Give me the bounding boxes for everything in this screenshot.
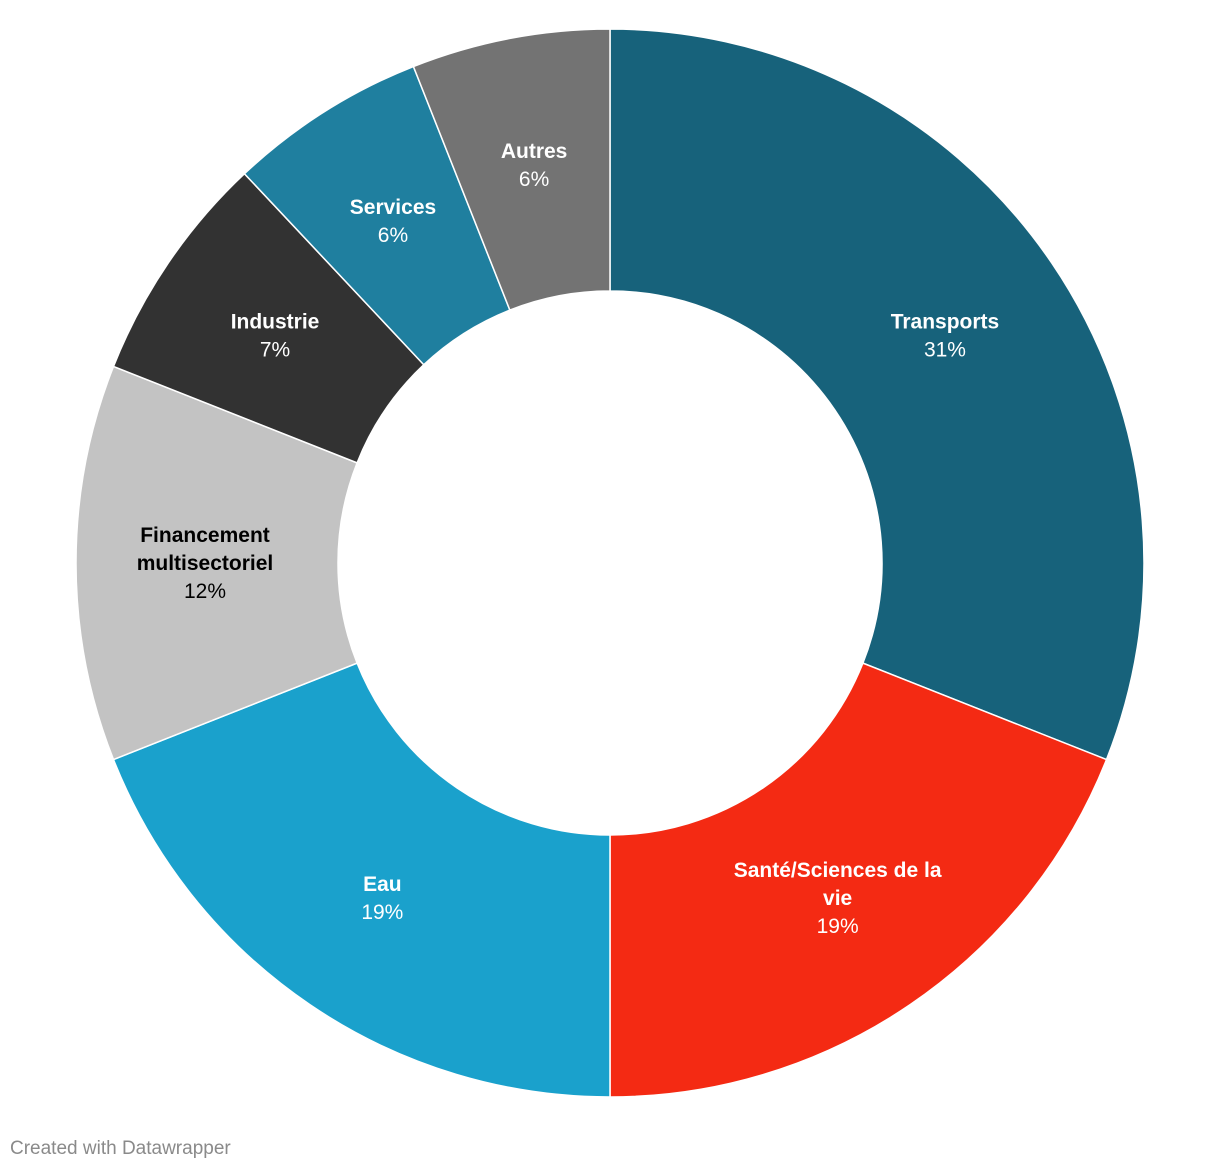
slice-financement-multisectoriel[interactable]	[75, 365, 359, 761]
slice-label-autres: Autres 6%	[501, 140, 568, 191]
slice-value-label: 7%	[260, 338, 290, 361]
slice-name-label: Services	[350, 196, 436, 219]
slice-name-label: Transports	[891, 310, 1000, 333]
slice-label-services: Services 6%	[350, 196, 436, 247]
slice-sante-sciences-de-la-vie[interactable]	[609, 662, 1108, 1098]
slice-transports[interactable]	[609, 28, 1145, 761]
slice-name-label: vie	[823, 887, 852, 910]
slice-name-label: Autres	[501, 140, 568, 163]
slice-autres[interactable]	[412, 28, 611, 312]
slice-value-label: 12%	[184, 580, 226, 603]
slice-label-eau: Eau 19%	[361, 873, 403, 924]
slice-value-label: 6%	[519, 168, 549, 191]
footer-credit: Created with Datawrapper	[10, 1138, 231, 1159]
donut-labels: Transports 31%Santé/Sciences de la vie 19%E…	[137, 140, 1000, 938]
slice-name-label: Industrie	[231, 310, 320, 333]
slice-value-label: 19%	[361, 901, 403, 924]
slice-label-industrie: Industrie 7%	[231, 310, 320, 361]
slice-value-label: 19%	[817, 915, 859, 938]
slice-name-label: Eau	[363, 873, 402, 896]
slice-label-transports: Transports 31%	[891, 310, 1000, 361]
slice-name-label: Santé/Sciences de la	[734, 859, 942, 882]
slice-label-financement-multisectoriel: Financement multisectoriel 12%	[137, 524, 274, 603]
slice-name-label: Financement	[140, 524, 270, 547]
donut-slices	[75, 28, 1145, 1098]
slice-value-label: 31%	[924, 338, 966, 361]
slice-value-label: 6%	[378, 224, 408, 247]
slice-name-label: multisectoriel	[137, 552, 274, 575]
slice-label-sante-sciences-de-la-vie: Santé/Sciences de la vie 19%	[734, 859, 942, 938]
slice-eau[interactable]	[112, 662, 611, 1098]
